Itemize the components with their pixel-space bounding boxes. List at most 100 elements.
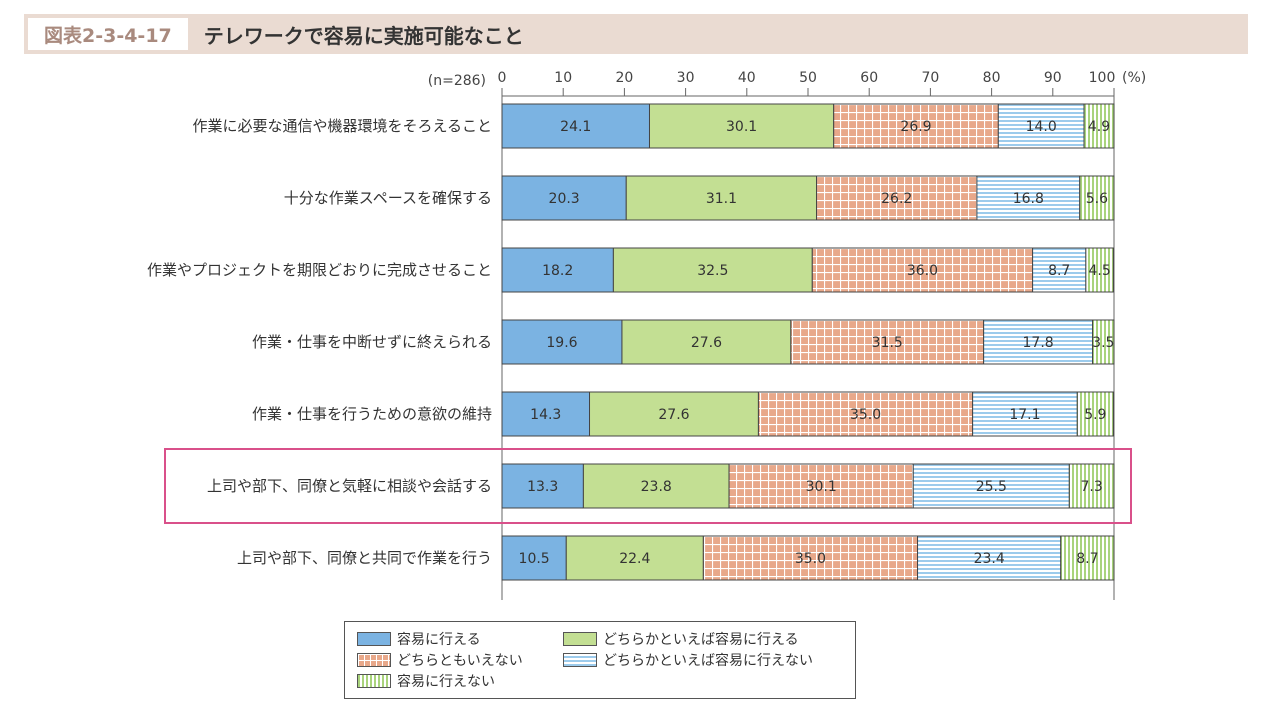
data-label: 5.6 xyxy=(1086,191,1108,207)
data-label: 25.5 xyxy=(976,479,1007,495)
bar-segment xyxy=(621,319,792,365)
data-label: 27.6 xyxy=(691,335,722,351)
bar-segment xyxy=(1032,247,1087,293)
data-label: 14.0 xyxy=(1026,119,1057,135)
bar-segment xyxy=(648,103,835,149)
bar-segment xyxy=(612,247,813,293)
x-axis-ticks: 0 10 20 30 40 50 60 70 80 90 100 (%) xyxy=(498,70,1146,600)
bar-segment xyxy=(565,535,704,581)
x-tick-label: 80 xyxy=(983,70,1001,86)
data-label: 31.1 xyxy=(706,191,737,207)
bar-segment xyxy=(1060,535,1115,581)
data-label: 18.2 xyxy=(542,263,573,279)
bar-segment xyxy=(917,535,1062,581)
x-tick-label: 100 xyxy=(1089,70,1116,86)
bar-segment xyxy=(811,247,1034,293)
data-label: 30.1 xyxy=(726,119,757,135)
bar-segment xyxy=(1079,175,1115,221)
x-tick-label: 70 xyxy=(921,70,939,86)
legend-item: どちらかといえば容易に行えない xyxy=(563,651,813,669)
data-label: 31.5 xyxy=(872,335,903,351)
legend-item: 容易に行えない xyxy=(357,672,495,690)
data-label: 26.9 xyxy=(900,119,931,135)
bar-segment xyxy=(702,535,919,581)
bar-segment xyxy=(501,391,591,437)
bar-segment xyxy=(501,319,623,365)
highlight-box xyxy=(164,448,1132,524)
legend-item: 容易に行える xyxy=(357,630,481,648)
data-label: 17.1 xyxy=(1009,407,1040,423)
x-tick-label: 60 xyxy=(860,70,878,86)
figure-header: 図表2-3-4-17 テレワークで容易に実施可能なこと xyxy=(24,14,1248,54)
bar-segment xyxy=(983,319,1094,365)
category-label: 作業・仕事を行うための意欲の維持 xyxy=(252,405,492,423)
data-label: 10.5 xyxy=(519,551,550,567)
bar-segment xyxy=(501,535,567,581)
x-tick-label: 0 xyxy=(498,70,507,86)
x-tick-label: 30 xyxy=(677,70,695,86)
category-label: 作業に必要な通信や機器環境をそろえること xyxy=(192,117,492,135)
x-tick-label: 20 xyxy=(615,70,633,86)
bars: 24.1 30.1 26.9 14.0 4.9 20.3 31.1 26.2 16.8 5.6 18… xyxy=(501,103,1115,581)
data-label: 5.9 xyxy=(1084,407,1106,423)
data-label: 32.5 xyxy=(697,263,728,279)
x-tick-label: 40 xyxy=(738,70,756,86)
category-label: 作業やプロジェクトを期限どおりに完成させること xyxy=(147,261,492,279)
data-label: 23.4 xyxy=(974,551,1005,567)
bar-segment xyxy=(972,391,1078,437)
x-tick-label: 50 xyxy=(799,70,817,86)
figure-number: 図表2-3-4-17 xyxy=(28,18,188,50)
data-label: 22.4 xyxy=(619,551,650,567)
category-label: 上司や部下、同僚と気軽に相談や会話する xyxy=(207,477,492,495)
data-label: 4.9 xyxy=(1088,119,1110,135)
data-label: 23.8 xyxy=(641,479,672,495)
bar-segment xyxy=(1085,247,1114,293)
data-label: 8.7 xyxy=(1048,263,1070,279)
data-label: 36.0 xyxy=(907,263,938,279)
legend-label: どちらかといえば容易に行える xyxy=(603,632,799,648)
legend-label: 容易に行えない xyxy=(397,674,495,690)
bar-segment xyxy=(728,463,914,509)
x-tick-label: 90 xyxy=(1044,70,1062,86)
x-tick-label: 10 xyxy=(554,70,572,86)
data-label: 30.1 xyxy=(806,479,837,495)
bar-segment xyxy=(625,175,818,221)
data-label: 13.3 xyxy=(527,479,558,495)
data-label: 19.6 xyxy=(546,335,577,351)
category-label: 作業・仕事を中断せずに終えられる xyxy=(252,333,492,351)
category-labels: 作業に必要な通信や機器環境をそろえること十分な作業スペースを確保する作業やプロジ… xyxy=(147,117,492,567)
figure-title: テレワークで容易に実施可能なこと xyxy=(203,23,524,48)
legend-swatch xyxy=(563,632,597,646)
bar-segment xyxy=(816,175,978,221)
data-label: 16.8 xyxy=(1013,191,1044,207)
legend: 容易に行える どちらかといえば容易に行えるどちらともいえない どちらかといえば容易に… xyxy=(344,621,856,699)
legend-item: どちらともいえない xyxy=(357,651,523,669)
data-label: 20.3 xyxy=(549,191,580,207)
data-label: 7.3 xyxy=(1081,479,1103,495)
bar-segment xyxy=(589,391,759,437)
category-label: 十分な作業スペースを確保する xyxy=(284,189,492,207)
bar-segment xyxy=(1068,463,1115,509)
bar-segment xyxy=(501,247,614,293)
bar-segment xyxy=(1076,391,1114,437)
legend-swatch xyxy=(357,653,391,667)
legend-label: どちらともいえない xyxy=(397,653,523,669)
legend-swatch xyxy=(357,632,391,646)
bar-segment xyxy=(1083,103,1115,149)
data-label: 35.0 xyxy=(850,407,881,423)
legend-label: どちらかといえば容易に行えない xyxy=(603,653,813,669)
data-label: 35.0 xyxy=(795,551,826,567)
data-label: 8.7 xyxy=(1076,551,1098,567)
data-label: 3.5 xyxy=(1092,335,1114,351)
legend-item: どちらかといえば容易に行える xyxy=(563,630,799,648)
data-label: 14.3 xyxy=(530,407,561,423)
data-label: 4.5 xyxy=(1088,263,1110,279)
bar-segment xyxy=(1092,319,1115,365)
legend-label: 容易に行える xyxy=(397,632,481,648)
legend-swatch xyxy=(563,653,597,667)
bar-segment xyxy=(790,319,985,365)
legend-swatch xyxy=(357,674,391,688)
x-unit-label: (%) xyxy=(1122,70,1146,86)
data-label: 26.2 xyxy=(881,191,912,207)
